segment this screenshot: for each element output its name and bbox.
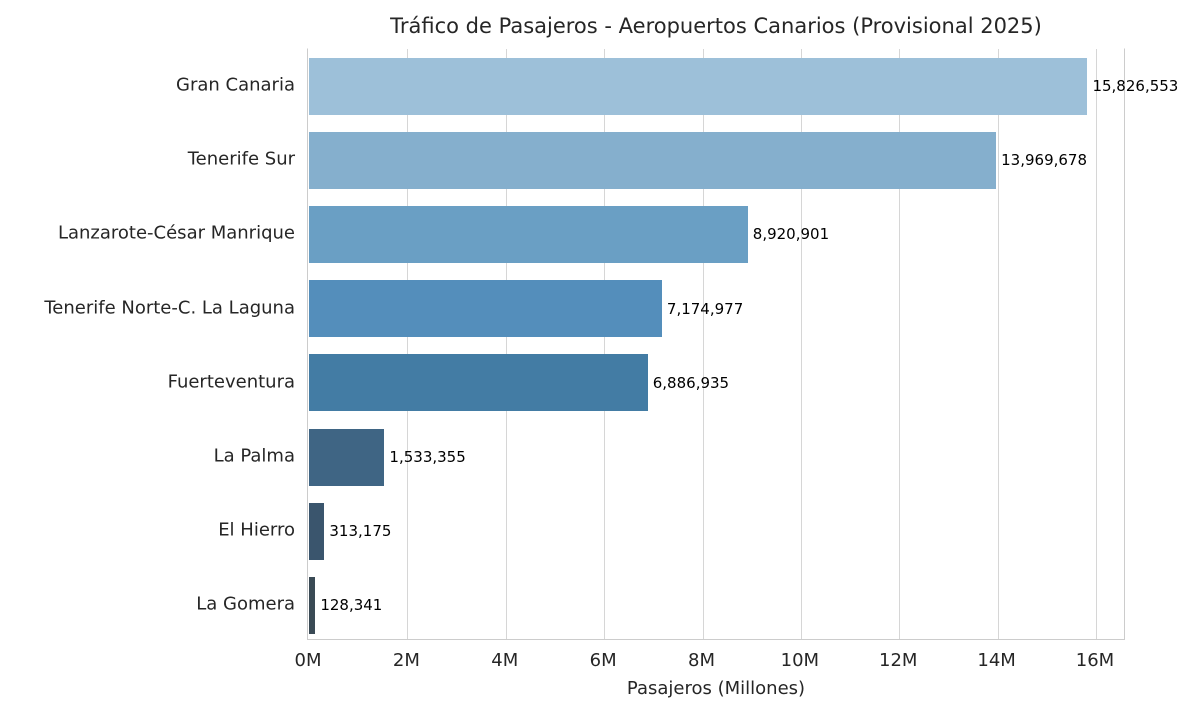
bar-value-label: 1,533,355 [389, 448, 466, 466]
gridline [899, 49, 901, 639]
bar [309, 576, 316, 634]
x-tick-label: 6M [589, 650, 617, 671]
bar-value-label: 128,341 [320, 596, 383, 615]
bar-value-label: 6,886,935 [652, 373, 730, 392]
bar [309, 57, 1088, 115]
bar-value-label: 313,175 [329, 522, 392, 541]
gridline [604, 49, 606, 639]
y-tick-label: El Hierro [218, 519, 295, 541]
x-tick-label: 4M [491, 650, 519, 671]
bar-value-label: 7,174,977 [666, 299, 744, 318]
y-tick-label: Fuerteventura [167, 371, 295, 393]
chart-title: Tráfico de Pasajeros - Aeropuertos Canar… [390, 14, 1042, 38]
bar-value-label: 15,826,553 [1092, 77, 1179, 95]
y-tick-label: Gran Canaria [176, 74, 295, 96]
x-tick-label: 14M [977, 650, 1016, 671]
x-tick-label: 12M [879, 650, 918, 671]
y-tick-label: La Palma [213, 445, 295, 467]
x-axis-label: Pasajeros (Millones) [626, 678, 806, 699]
y-tick-label: Tenerife Sur [187, 148, 295, 170]
gridline [1096, 49, 1097, 639]
bar-value-label: 8,920,901 [752, 225, 830, 244]
bar [309, 205, 748, 263]
x-tick-label: 16M [1075, 650, 1115, 671]
gridline [505, 49, 507, 639]
gridline [800, 49, 802, 639]
x-tick-label: 8M [688, 650, 715, 671]
bar-value-label: 13,969,678 [1001, 151, 1088, 170]
x-tick-label: 10M [780, 650, 820, 671]
gridline [997, 49, 999, 639]
bar [309, 428, 385, 486]
y-tick-label: Lanzarote-César Manrique [57, 222, 295, 244]
x-tick-label: 2M [392, 650, 420, 671]
y-tick-label: La Gomera [196, 593, 295, 615]
bar [309, 502, 325, 560]
gridline [407, 49, 409, 639]
plot-area: 15,826,553 13,969,678 8,920,901 7,174,977 6,… [307, 48, 1178, 640]
x-tick-label: 0M [294, 650, 322, 671]
y-tick-label: Tenerife Norte-C. La Laguna [44, 297, 295, 319]
bar [309, 131, 997, 189]
gridline [702, 49, 704, 639]
bar [309, 280, 662, 338]
bar [309, 354, 648, 412]
